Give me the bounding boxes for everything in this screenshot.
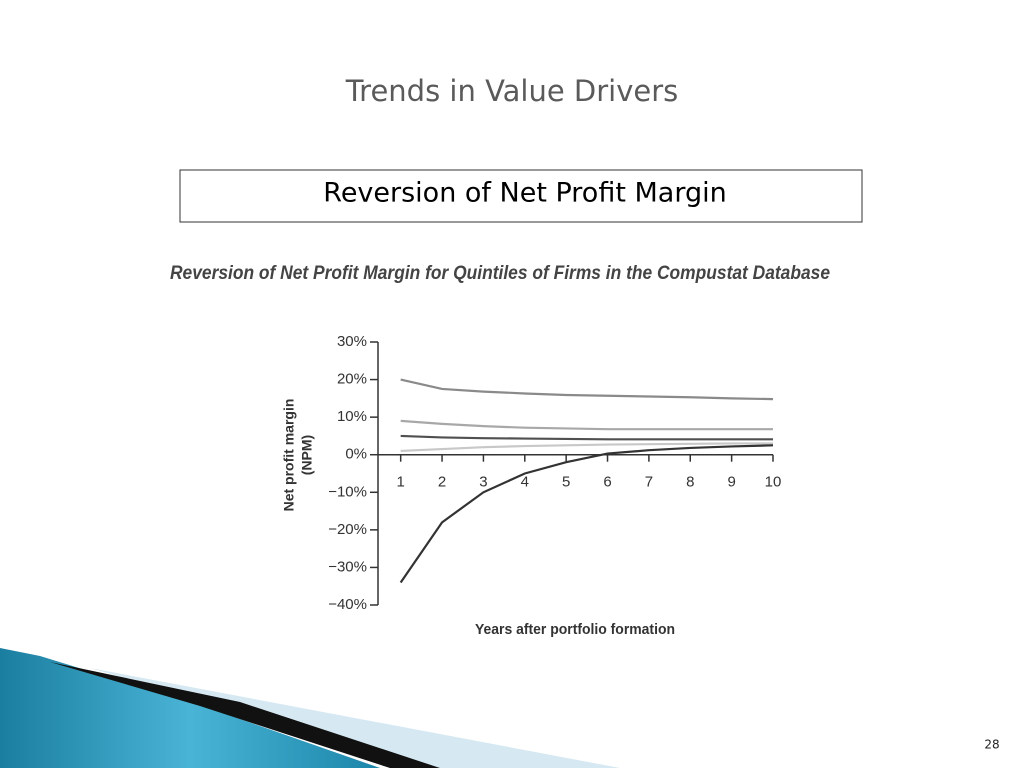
x-tick-label: 6 (603, 474, 611, 491)
x-tick-label: 7 (645, 474, 653, 491)
decor-teal (0, 648, 380, 768)
y-tick-label: −30% (328, 558, 367, 575)
y-tick-label: 10% (337, 408, 367, 425)
y-axis-label: Net profit margin (281, 399, 297, 512)
y-tick-label: 0% (345, 446, 367, 463)
slide-title: Trends in Value Drivers (345, 74, 679, 108)
chart-title: Reversion of Net Profit Margin for Quint… (170, 263, 830, 284)
x-tick-label: 1 (397, 474, 405, 491)
x-tick-label: 5 (562, 474, 570, 491)
x-axis-label: Years after portfolio formation (475, 621, 675, 638)
x-tick-label: 8 (686, 474, 694, 491)
title-box (179, 169, 863, 223)
x-tick-label: 3 (479, 474, 487, 491)
y-tick-label: −20% (328, 521, 367, 538)
y-tick-label: −10% (328, 483, 367, 500)
series-line (400, 442, 773, 453)
x-tick-label: 2 (438, 474, 446, 491)
y-tick-label: −40% (328, 596, 367, 613)
x-tick-label: 4 (521, 474, 529, 491)
decor-black (50, 662, 440, 768)
series-line (400, 419, 773, 431)
box-title: Reversion of Net Profit Margin (323, 178, 726, 209)
series-line (399, 444, 774, 584)
slide-number: 28 (984, 738, 999, 752)
x-tick-label: 10 (765, 474, 782, 491)
decor-light (90, 668, 620, 768)
series-line (400, 378, 774, 401)
x-tick-label: 9 (727, 474, 735, 491)
y-axis-label: (NPM) (299, 435, 315, 475)
y-tick-label: 20% (337, 371, 367, 388)
chart: 30% 20% 10% 0% −10% −20% −30% −40% 1 2 3 4 5 6 7 8 9 10 Ye… (281, 333, 782, 638)
series-line (400, 434, 773, 441)
y-tick-label: 30% (337, 333, 367, 350)
